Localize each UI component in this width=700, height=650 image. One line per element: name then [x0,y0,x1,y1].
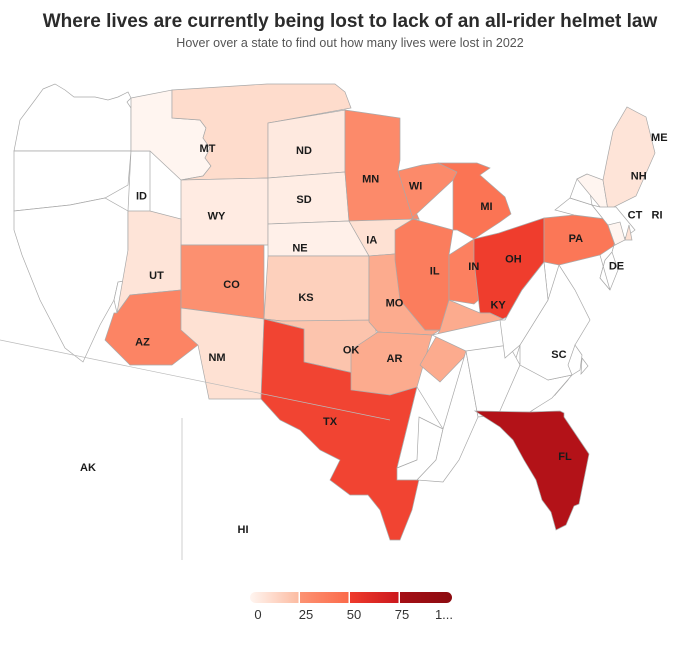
svg-text:AK: AK [80,462,96,474]
svg-text:CT: CT [628,209,643,221]
svg-text:HI: HI [238,524,249,536]
svg-text:75: 75 [395,607,409,622]
svg-text:50: 50 [347,607,361,622]
svg-text:RI: RI [652,209,663,221]
svg-text:ME: ME [651,132,668,144]
svg-text:25: 25 [299,607,313,622]
svg-text:1...: 1... [435,607,453,622]
svg-text:0: 0 [254,607,261,622]
